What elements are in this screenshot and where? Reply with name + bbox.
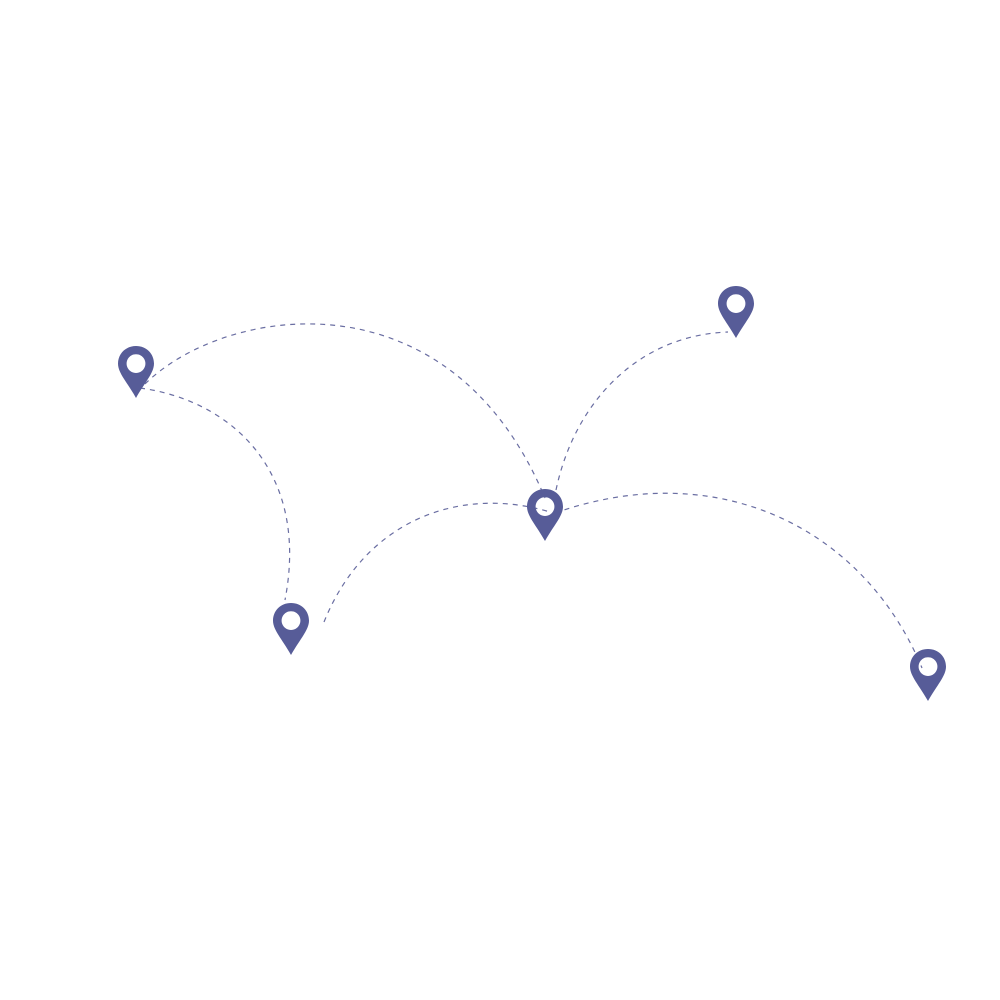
location-pin-d[interactable] — [718, 286, 754, 338]
route-a-c — [144, 323, 546, 499]
location-pins — [118, 286, 946, 701]
map-pin-icon — [910, 649, 946, 701]
location-pin-c[interactable] — [527, 489, 563, 541]
map-pin-icon — [273, 603, 309, 655]
map-pin-icon — [718, 286, 754, 338]
map-pin-icon — [118, 346, 154, 398]
route-a-b — [139, 387, 291, 601]
route-c-e — [554, 492, 923, 669]
map-pin-icon — [527, 489, 563, 541]
route-lines — [139, 323, 923, 669]
location-pin-e[interactable] — [910, 649, 946, 701]
location-pin-b[interactable] — [273, 603, 309, 655]
location-pin-a[interactable] — [118, 346, 154, 398]
route-b-c — [323, 502, 551, 623]
route-c-d — [555, 331, 729, 491]
